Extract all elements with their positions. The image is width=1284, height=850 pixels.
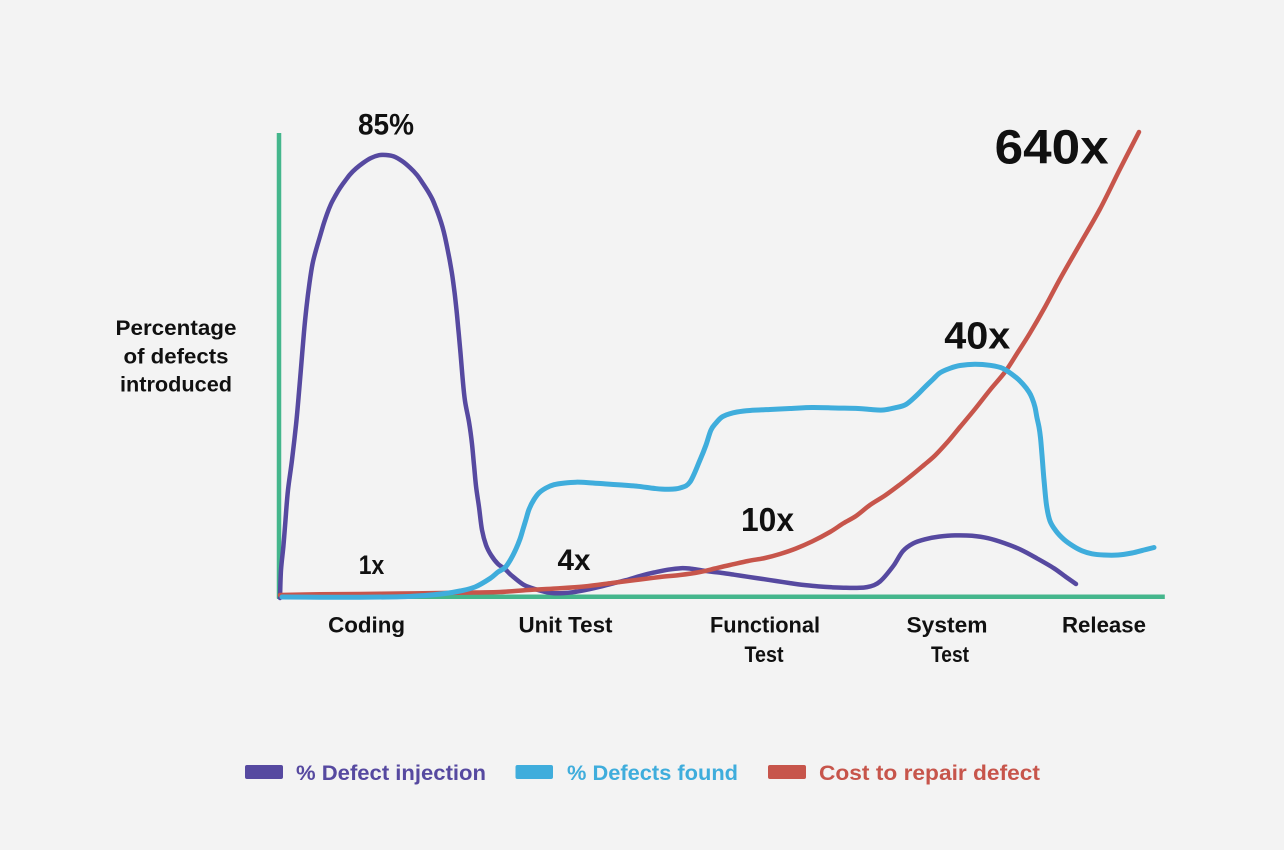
svg-text:1x: 1x bbox=[359, 550, 385, 580]
svg-text:40x: 40x bbox=[944, 316, 1010, 358]
svg-text:Unit Test: Unit Test bbox=[519, 613, 614, 638]
svg-text:Release: Release bbox=[1062, 613, 1146, 638]
svg-text:of defects: of defects bbox=[124, 344, 229, 368]
svg-text:Percentage: Percentage bbox=[116, 316, 237, 340]
svg-text:4x: 4x bbox=[558, 544, 592, 577]
svg-text:Functional: Functional bbox=[710, 613, 820, 638]
svg-text:85%: 85% bbox=[358, 109, 414, 142]
svg-text:Test: Test bbox=[931, 642, 970, 667]
svg-text:Cost to repair defect: Cost to repair defect bbox=[819, 761, 1040, 785]
svg-text:10x: 10x bbox=[741, 502, 794, 539]
svg-text:% Defect injection: % Defect injection bbox=[296, 761, 486, 785]
svg-text:% Defects found: % Defects found bbox=[567, 761, 738, 785]
svg-text:System: System bbox=[907, 613, 988, 638]
svg-text:Coding: Coding bbox=[328, 613, 405, 638]
svg-text:Test: Test bbox=[745, 642, 785, 667]
svg-text:640x: 640x bbox=[995, 122, 1109, 175]
svg-text:introduced: introduced bbox=[120, 373, 232, 397]
